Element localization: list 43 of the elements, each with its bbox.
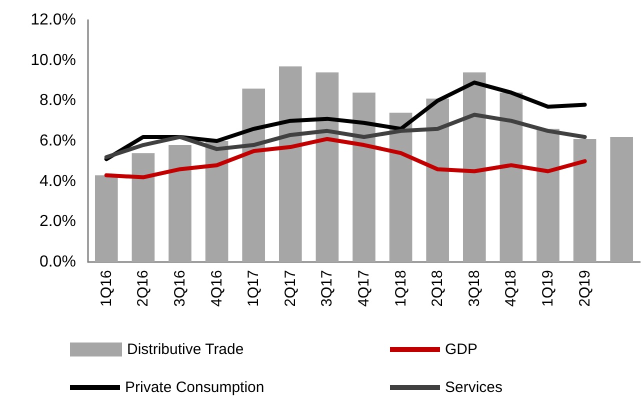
bar	[205, 141, 228, 262]
bar	[610, 136, 634, 262]
x-tick-label: 3Q18	[466, 270, 483, 307]
bar	[242, 88, 266, 262]
x-tick-label: 2Q16	[134, 270, 152, 307]
x-tick-label: 1Q17	[245, 270, 262, 307]
bar	[352, 92, 376, 262]
bar	[316, 72, 339, 262]
x-tick-label: 4Q17	[356, 270, 372, 307]
y-tick-label: 4.0%	[40, 172, 76, 190]
line-series	[104, 136, 587, 180]
bar	[573, 138, 596, 262]
y-tick-label: 2.0%	[40, 213, 76, 230]
x-tick-label: 3Q16	[172, 270, 188, 307]
y-tick-label: 8.0%	[40, 92, 76, 110]
bar	[278, 66, 302, 262]
bar	[168, 145, 192, 262]
x-tick-label: 1Q18	[392, 270, 410, 307]
x-tick-label: 1Q19	[540, 270, 556, 307]
bar	[94, 175, 118, 262]
y-tick-label: 0.0%	[40, 254, 76, 270]
x-tick-label: 1Q16	[98, 270, 115, 307]
legend-label: Services	[445, 379, 503, 396]
y-tick-label: 10.0%	[30, 52, 76, 69]
bar	[132, 153, 155, 262]
bar	[500, 92, 523, 262]
bar	[462, 72, 486, 262]
legend-label: GDP	[445, 341, 478, 358]
x-tick-label: 4Q16	[208, 270, 226, 307]
y-tick-label: 12.0%	[30, 12, 76, 28]
bar	[426, 98, 450, 262]
y-tick-label: 6.0%	[40, 132, 76, 150]
line-series	[104, 80, 587, 162]
x-tick-label: 2Q18	[429, 270, 446, 307]
bar	[536, 128, 560, 262]
line-series	[104, 112, 587, 160]
legend-label: Private Consumption	[125, 379, 264, 396]
bar	[389, 112, 412, 262]
x-tick-label: 4Q18	[502, 270, 520, 307]
x-tick-label: 3Q17	[318, 270, 336, 307]
x-tick-label: 2Q17	[282, 270, 299, 307]
legend-label: Distributive Trade	[127, 341, 244, 358]
x-tick-label: 2Q19	[576, 270, 594, 307]
